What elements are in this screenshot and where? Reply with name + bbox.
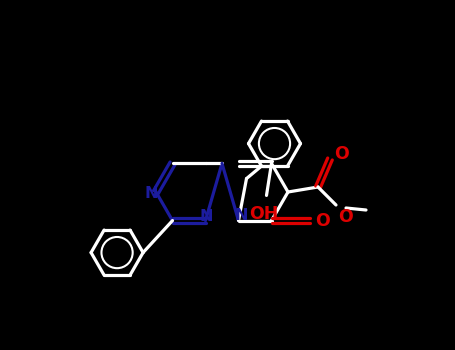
Text: O: O: [315, 212, 330, 230]
Text: O: O: [338, 208, 353, 226]
Text: O: O: [334, 145, 349, 163]
Text: N: N: [235, 208, 248, 223]
Text: N: N: [144, 186, 158, 201]
Text: N: N: [200, 209, 213, 224]
Text: OH: OH: [249, 205, 278, 223]
